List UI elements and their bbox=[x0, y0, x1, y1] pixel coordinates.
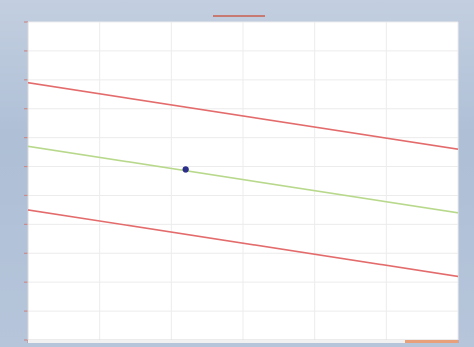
data-point-0 bbox=[182, 166, 188, 172]
points bbox=[182, 166, 188, 172]
chart-title-mark bbox=[213, 15, 265, 17]
bottom-accent bbox=[405, 340, 458, 343]
bottom-strip bbox=[28, 340, 458, 343]
